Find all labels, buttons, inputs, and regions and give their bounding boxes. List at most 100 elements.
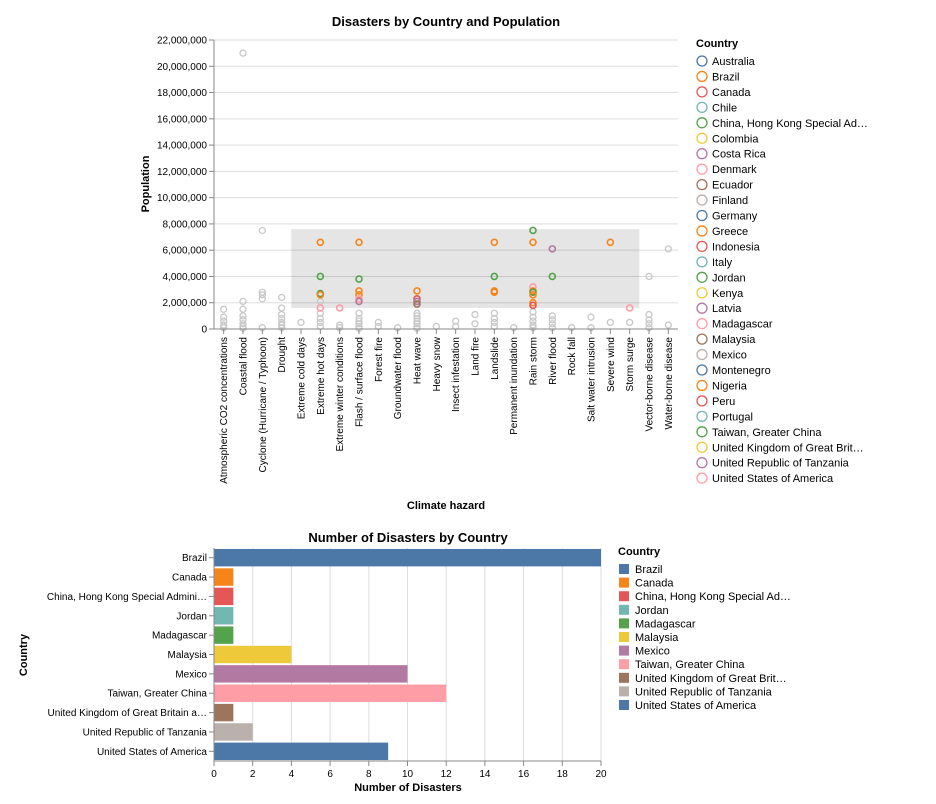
legend-entry-label[interactable]: Kenya [712, 288, 744, 300]
legend-entry-label[interactable]: China, Hong Kong Special Ad… [635, 591, 791, 603]
scatter-point-selected[interactable] [316, 238, 325, 247]
bar[interactable] [214, 626, 234, 644]
scatter-point[interactable] [258, 295, 266, 303]
bar[interactable] [214, 703, 234, 722]
scatter-point[interactable] [645, 316, 653, 324]
scatter-point-selected[interactable] [625, 304, 634, 312]
scatter-point[interactable] [548, 316, 556, 324]
scatter-point[interactable] [278, 310, 286, 319]
scatter-point-selected[interactable] [529, 301, 537, 310]
bar[interactable] [214, 645, 292, 664]
scatter-point-selected[interactable] [335, 304, 344, 312]
scatter-point-selected[interactable] [548, 272, 557, 281]
scatter-point[interactable] [548, 320, 556, 328]
scatter-point[interactable] [316, 318, 324, 327]
scatter-point[interactable] [336, 321, 344, 329]
scatter-point[interactable] [664, 321, 672, 329]
scatter-point[interactable] [278, 318, 286, 327]
legend-entry-label[interactable]: United Republic of Tanzania [635, 686, 773, 698]
scatter-point[interactable] [548, 312, 556, 320]
legend-entry-label[interactable]: Mexico [635, 646, 670, 658]
legend-entry-label[interactable]: Italy [712, 257, 733, 269]
scatter-point-selected[interactable] [316, 272, 325, 281]
scatter-point[interactable] [645, 272, 653, 281]
scatter-point-selected[interactable] [490, 288, 499, 297]
legend-entry-label[interactable]: China, Hong Kong Special Ad… [712, 118, 868, 130]
bar[interactable] [214, 665, 408, 683]
scatter-point-selected[interactable] [355, 294, 363, 303]
scatter-point-selected[interactable] [355, 287, 363, 295]
bar[interactable] [214, 742, 389, 761]
scatter-point[interactable] [606, 318, 614, 327]
scatter-point[interactable] [355, 317, 363, 325]
bar[interactable] [214, 548, 601, 567]
scatter-point-selected[interactable] [316, 304, 325, 312]
scatter-point-selected[interactable] [355, 238, 363, 247]
scatter-point[interactable] [316, 314, 324, 323]
scatter-point[interactable] [355, 320, 363, 328]
scatter-point[interactable] [645, 320, 653, 328]
legend-entry-label[interactable]: United Republic of Tanzania [712, 458, 850, 470]
scatter-point[interactable] [278, 321, 286, 329]
scatter-point[interactable] [220, 305, 228, 313]
scatter-point[interactable] [239, 297, 247, 306]
legend-entry-label[interactable]: Denmark [712, 164, 757, 176]
legend-entry-label[interactable]: Greece [712, 226, 748, 238]
legend-entry-label[interactable]: Australia [712, 56, 756, 68]
legend-entry-label[interactable]: Peru [712, 396, 735, 408]
scatter-point-selected[interactable] [413, 287, 421, 295]
legend-entry-label[interactable]: Canada [635, 578, 674, 590]
scatter-point-selected[interactable] [316, 291, 325, 299]
scatter-point[interactable] [471, 320, 479, 328]
legend-entry-label[interactable]: Latvia [712, 303, 742, 315]
legend-entry-label[interactable]: Finland [712, 195, 748, 207]
legend-entry-label[interactable]: Taiwan, Greater China [635, 659, 745, 671]
legend-entry-label[interactable]: Jordan [712, 272, 746, 284]
scatter-point[interactable] [374, 318, 382, 327]
scatter-point[interactable] [278, 293, 286, 302]
legend-entry-label[interactable]: Jordan [635, 605, 669, 617]
scatter-point[interactable] [239, 49, 247, 57]
scatter-point[interactable] [220, 313, 228, 321]
legend-entry-label[interactable]: Madagascar [635, 618, 696, 630]
legend-entry-label[interactable]: Taiwan, Greater China [712, 427, 822, 439]
scatter-point[interactable] [258, 291, 266, 299]
legend-entry-label[interactable]: Colombia [712, 133, 759, 145]
scatter-point[interactable] [452, 317, 460, 325]
scatter-point[interactable] [471, 310, 479, 319]
scatter-point-selected[interactable] [490, 272, 499, 281]
bar[interactable] [214, 684, 447, 702]
scatter-point-selected[interactable] [529, 298, 537, 307]
scatter-point-selected[interactable] [529, 238, 537, 247]
legend-entry-label[interactable]: Germany [712, 211, 758, 223]
scatter-point-selected[interactable] [355, 297, 363, 306]
scatter-point[interactable] [432, 322, 440, 331]
legend-entry-label[interactable]: United Kingdom of Great Brit… [635, 673, 787, 685]
scatter-point[interactable] [490, 314, 498, 323]
scatter-point[interactable] [529, 313, 537, 321]
scatter-point[interactable] [413, 312, 421, 320]
legend-entry-label[interactable]: Indonesia [712, 241, 761, 253]
scatter-point-selected[interactable] [548, 245, 557, 253]
bar[interactable] [214, 607, 234, 625]
legend-entry-label[interactable]: Mexico [712, 350, 747, 362]
scatter-point-selected[interactable] [413, 300, 421, 308]
scatter-point-selected[interactable] [529, 288, 537, 297]
legend-entry-label[interactable]: United States of America [635, 700, 757, 712]
bar[interactable] [214, 587, 234, 606]
scatter-point[interactable] [529, 321, 537, 329]
scatter-point[interactable] [645, 310, 653, 319]
selection-brush[interactable] [291, 229, 640, 308]
legend-entry-label[interactable]: Brazil [712, 71, 740, 83]
scatter-point[interactable] [297, 318, 305, 327]
scatter-point-selected[interactable] [355, 275, 363, 283]
scatter-point[interactable] [413, 317, 421, 325]
legend-entry-label[interactable]: Malaysia [635, 632, 679, 644]
legend-entry-label[interactable]: Malaysia [712, 334, 756, 346]
scatter-point[interactable] [355, 314, 363, 323]
scatter-point[interactable] [413, 320, 421, 328]
scatter-point[interactable] [413, 309, 421, 317]
scatter-point-selected[interactable] [606, 238, 615, 247]
scatter-point-selected[interactable] [490, 238, 499, 247]
legend-entry-label[interactable]: Canada [712, 87, 751, 99]
